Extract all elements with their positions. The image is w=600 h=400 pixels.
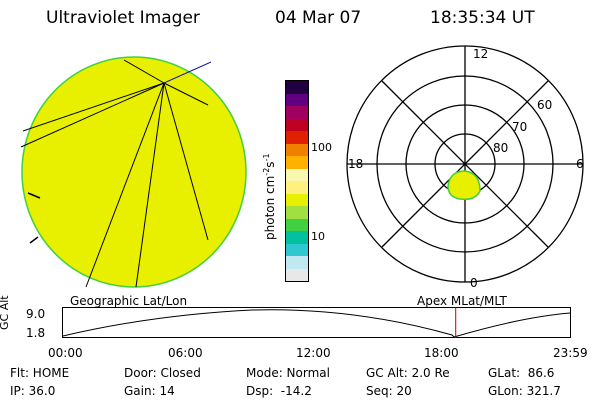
polar-plot[interactable] <box>340 43 592 293</box>
status-seq: Seq: 20 <box>366 384 412 398</box>
timeline-y-bottom: 1.8 <box>26 326 46 340</box>
colorbar-segment <box>286 193 308 206</box>
mlt-label-6: 6 <box>576 157 584 171</box>
x-tick-3: 18:00 <box>424 346 459 360</box>
mlt-label-18: 18 <box>348 157 364 171</box>
colorbar <box>285 80 309 282</box>
colorbar-segment <box>286 156 308 169</box>
colorbar-unit-label: photon cm-2s-1 <box>262 153 277 240</box>
colorbar-segment <box>286 206 308 219</box>
lat-lon-lines <box>20 59 209 288</box>
x-tick-0: 00:00 <box>48 346 83 360</box>
status-glon: GLon: 321.7 <box>488 384 561 398</box>
colorbar-tick-10: 10 <box>311 230 325 243</box>
geographic-image[interactable] <box>18 55 250 290</box>
mlt-label-0: 0 <box>470 276 478 290</box>
colorbar-segment <box>286 243 308 256</box>
colorbar-segment <box>286 143 308 156</box>
status-dsp: Dsp: -14.2 <box>246 384 312 398</box>
lat-label-80: 80 <box>493 141 509 155</box>
colorbar-segment <box>286 106 308 119</box>
altitude-timeline[interactable] <box>62 307 572 339</box>
colorbar-segment <box>286 118 308 131</box>
colorbar-segment <box>286 256 308 269</box>
lat-label-70: 70 <box>512 120 528 134</box>
x-tick-4: 23:59 <box>553 346 588 360</box>
colorbar-segment <box>286 181 308 194</box>
colorbar-tick-100: 100 <box>311 141 332 154</box>
colorbar-segment <box>286 168 308 181</box>
mlt-label-12: 12 <box>473 47 489 61</box>
geographic-mode-label[interactable]: Geographic Lat/Lon <box>70 294 188 308</box>
status-mode: Mode: Normal <box>246 366 330 380</box>
altitude-curve <box>62 309 571 338</box>
status-gc-alt: GC Alt: 2.0 Re <box>366 366 450 380</box>
instrument-title: Ultraviolet Imager <box>46 8 200 28</box>
status-glat: GLat: 86.6 <box>488 366 555 380</box>
meridian-line <box>163 61 212 84</box>
status-ip: IP: 36.0 <box>10 384 56 398</box>
timeline-frame <box>62 307 571 338</box>
colorbar-segment <box>286 131 308 144</box>
colorbar-segment <box>286 81 308 94</box>
status-gain: Gain: 14 <box>124 384 175 398</box>
status-flt: Flt: HOME <box>10 366 70 380</box>
date-label: 04 Mar 07 <box>275 8 362 28</box>
lat-label-60: 60 <box>537 98 553 112</box>
colorbar-segment <box>286 218 308 231</box>
colorbar-segment <box>286 93 308 106</box>
time-label: 18:35:34 UT <box>430 8 535 28</box>
status-door: Door: Closed <box>124 366 201 380</box>
colorbar-segment <box>286 268 308 281</box>
x-tick-2: 12:00 <box>296 346 331 360</box>
x-tick-1: 06:00 <box>168 346 203 360</box>
auroral-oval <box>447 170 481 201</box>
timeline-ylabel: GC Alt <box>0 295 11 330</box>
colorbar-segment <box>286 231 308 244</box>
earth-disk <box>21 56 247 288</box>
apex-mode-label[interactable]: Apex MLat/MLT <box>417 294 507 308</box>
timeline-y-top: 9.0 <box>26 307 46 321</box>
